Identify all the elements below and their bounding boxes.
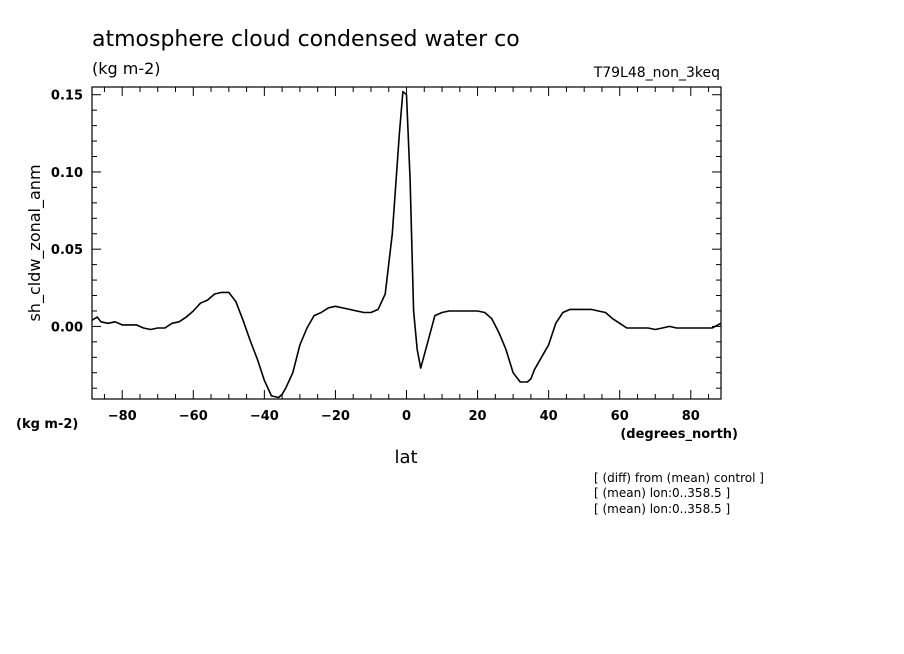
- y-tick-label: 0.05: [51, 243, 83, 258]
- x-tick-label: 60: [611, 409, 629, 424]
- y-tick-label: 0.00: [51, 320, 83, 335]
- x-tick-label: 0: [402, 409, 411, 424]
- chart-title: atmosphere cloud condensed water co: [92, 27, 520, 52]
- x-tick-label: 80: [682, 409, 700, 424]
- y-tick-label: 0.15: [51, 89, 83, 104]
- plot-frame: [91, 86, 722, 400]
- series-line: [91, 90, 722, 399]
- x-tick-label: 40: [540, 409, 558, 424]
- y-tick-label: 0.10: [51, 166, 83, 181]
- y-axis-ticks: [92, 94, 721, 389]
- series-layer: [91, 90, 722, 399]
- x-axis-tick-labels: −80 −60 −40 −20 0 20 40 60 80: [108, 409, 700, 424]
- y-axis-tick-labels: 0.00 0.05 0.10 0.15: [51, 89, 83, 336]
- x-tick-label: −80: [108, 409, 137, 424]
- x-tick-label: −60: [179, 409, 208, 424]
- y-axis-units: (kg m-2): [16, 417, 78, 432]
- x-tick-label: −20: [321, 409, 350, 424]
- x-tick-label: −40: [250, 409, 279, 424]
- note-line-1: [ (diff) from (mean) control ]: [594, 471, 764, 485]
- x-axis-units: (degrees_north): [620, 427, 738, 442]
- note-line-2: [ (mean) lon:0..358.5 ]: [594, 486, 730, 500]
- y-axis-label: sh_cldw_zonal_anm: [25, 164, 45, 321]
- x-tick-label: 20: [469, 409, 487, 424]
- chart-subtitle: (kg m-2): [92, 59, 161, 78]
- note-line-3: [ (mean) lon:0..358.5 ]: [594, 502, 730, 516]
- run-label: T79L48_non_3keq: [593, 65, 720, 81]
- x-axis-ticks: [103, 87, 710, 399]
- x-axis-label: lat: [394, 447, 417, 468]
